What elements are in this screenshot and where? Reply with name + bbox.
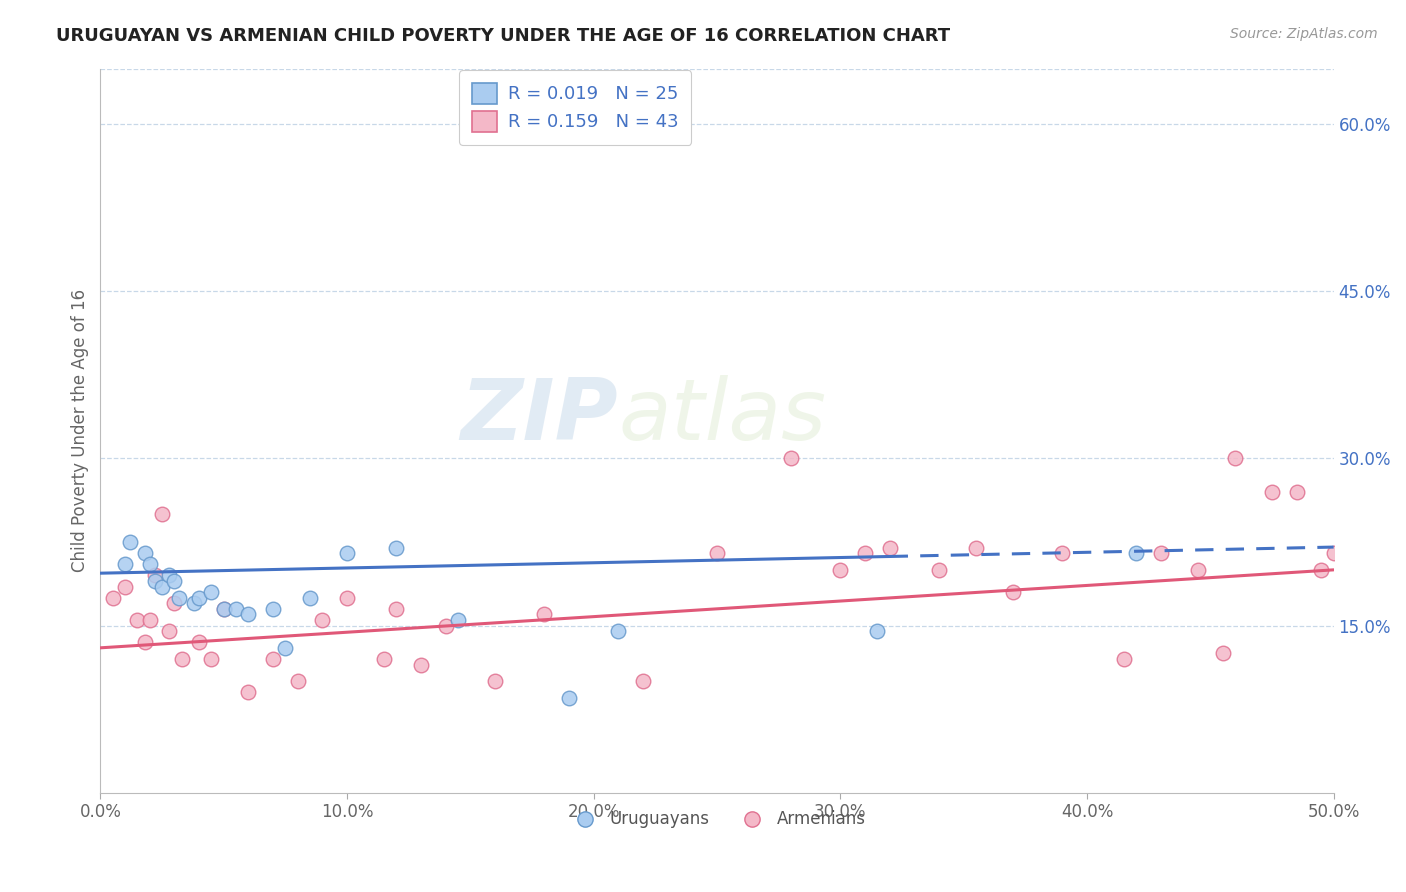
Point bbox=[143, 568, 166, 582]
Point bbox=[1261, 484, 1284, 499]
Point bbox=[274, 640, 297, 655]
Point bbox=[200, 585, 222, 599]
Point bbox=[200, 652, 222, 666]
Point bbox=[706, 546, 728, 560]
Text: atlas: atlas bbox=[619, 375, 827, 458]
Point bbox=[879, 541, 901, 555]
Point bbox=[183, 596, 205, 610]
Point bbox=[143, 574, 166, 588]
Point bbox=[484, 674, 506, 689]
Point bbox=[238, 685, 260, 699]
Point bbox=[965, 541, 987, 555]
Point bbox=[853, 546, 876, 560]
Text: URUGUAYAN VS ARMENIAN CHILD POVERTY UNDER THE AGE OF 16 CORRELATION CHART: URUGUAYAN VS ARMENIAN CHILD POVERTY UNDE… bbox=[56, 27, 950, 45]
Point bbox=[1052, 546, 1074, 560]
Point bbox=[1001, 585, 1024, 599]
Point bbox=[830, 563, 852, 577]
Point bbox=[866, 624, 889, 639]
Point bbox=[373, 652, 395, 666]
Point bbox=[212, 602, 235, 616]
Point bbox=[533, 607, 555, 622]
Point bbox=[447, 613, 470, 627]
Point bbox=[114, 558, 136, 572]
Point bbox=[150, 507, 173, 521]
Point bbox=[225, 602, 247, 616]
Point bbox=[434, 618, 457, 632]
Point bbox=[1112, 652, 1135, 666]
Point bbox=[1323, 546, 1346, 560]
Point bbox=[1187, 563, 1209, 577]
Point bbox=[163, 574, 186, 588]
Point bbox=[298, 591, 321, 605]
Point bbox=[127, 613, 149, 627]
Point bbox=[780, 451, 803, 466]
Point bbox=[101, 591, 124, 605]
Point bbox=[631, 674, 654, 689]
Point bbox=[385, 602, 408, 616]
Y-axis label: Child Poverty Under the Age of 16: Child Poverty Under the Age of 16 bbox=[72, 289, 89, 572]
Point bbox=[118, 535, 141, 549]
Point bbox=[1125, 546, 1147, 560]
Point bbox=[1150, 546, 1173, 560]
Text: ZIP: ZIP bbox=[461, 375, 619, 458]
Point bbox=[169, 591, 191, 605]
Point bbox=[238, 607, 260, 622]
Point bbox=[336, 546, 359, 560]
Point bbox=[188, 591, 211, 605]
Point bbox=[134, 635, 156, 649]
Point bbox=[287, 674, 309, 689]
Point bbox=[262, 652, 284, 666]
Point bbox=[138, 613, 160, 627]
Point bbox=[138, 558, 160, 572]
Point bbox=[188, 635, 211, 649]
Point bbox=[385, 541, 408, 555]
Point bbox=[1285, 484, 1308, 499]
Point bbox=[262, 602, 284, 616]
Point bbox=[607, 624, 630, 639]
Point bbox=[134, 546, 156, 560]
Point bbox=[558, 690, 581, 705]
Point bbox=[114, 580, 136, 594]
Point bbox=[336, 591, 359, 605]
Point bbox=[212, 602, 235, 616]
Legend: Uruguayans, Armenians: Uruguayans, Armenians bbox=[561, 804, 872, 835]
Point bbox=[1223, 451, 1246, 466]
Point bbox=[163, 596, 186, 610]
Point bbox=[1212, 647, 1234, 661]
Text: Source: ZipAtlas.com: Source: ZipAtlas.com bbox=[1230, 27, 1378, 41]
Point bbox=[157, 568, 180, 582]
Point bbox=[157, 624, 180, 639]
Point bbox=[1310, 563, 1333, 577]
Point bbox=[311, 613, 333, 627]
Point bbox=[170, 652, 193, 666]
Point bbox=[409, 657, 432, 672]
Point bbox=[928, 563, 950, 577]
Point bbox=[150, 580, 173, 594]
